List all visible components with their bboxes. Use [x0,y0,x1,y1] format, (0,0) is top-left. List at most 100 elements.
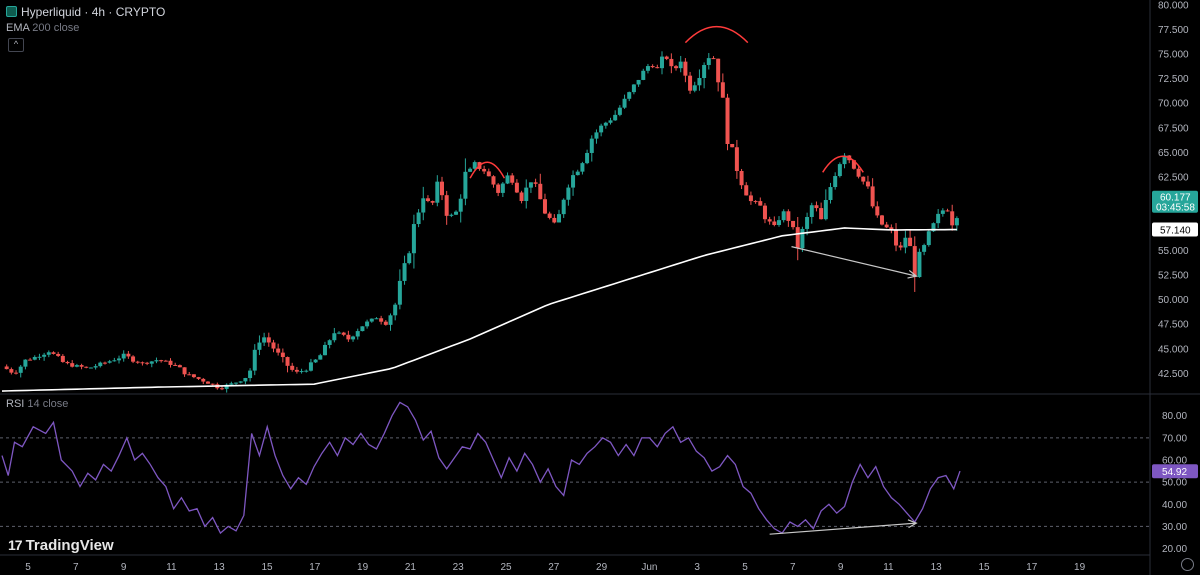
rsi-tick-label: 40.00 [1162,500,1187,511]
candle-body [608,120,613,123]
time-tick-label: 25 [500,562,512,573]
candle-body [851,160,856,169]
candle-body [617,107,622,115]
candle-body [374,318,379,320]
candle-body [571,175,576,188]
candle-body [135,361,140,363]
candle-body [908,237,913,247]
price-tick-label: 47.500 [1158,320,1189,331]
candle-body [856,168,861,177]
ema-legend[interactable]: EMA 200 close [6,22,79,34]
candle-body [903,237,908,248]
price-tick-label: 62.500 [1158,172,1189,183]
collapse-legend-button[interactable]: ^ [8,38,24,52]
time-tick-label: 19 [357,562,369,573]
rsi-label: RSI [6,398,25,410]
candle-body [285,357,290,366]
candle-body [828,187,833,200]
candle-body [360,326,365,332]
candle-body [861,176,866,182]
settings-gear-icon[interactable] [1181,558,1194,571]
candle-body [514,182,519,193]
candle-body [177,365,182,368]
candle-body [688,75,693,91]
tradingview-mark-icon: 17 [8,537,23,553]
rsi-tick-label: 70.00 [1162,433,1187,444]
time-tick-label: 9 [838,562,844,573]
time-tick-label: 7 [73,562,79,573]
price-divergence-arrow [791,246,917,277]
candle-body [561,199,566,215]
candle-body [112,360,117,362]
candle-body [463,171,468,199]
candle-body [795,227,800,249]
ema-value-tag [1152,222,1198,237]
tradingview-logo[interactable]: 17 TradingView [8,537,114,554]
rsi-tick-label: 50.00 [1162,478,1187,489]
candle-body [922,245,927,252]
candle-body [875,206,880,216]
candle-body [402,263,407,281]
candle-body [500,183,505,193]
candle-body [585,152,590,164]
candle-body [739,170,744,186]
candle-body [4,366,9,370]
candle-body [369,318,374,322]
candle-body [449,214,454,216]
candle-body [706,58,711,66]
candle-body [603,122,608,126]
time-tick-label: 3 [694,562,700,573]
candle-body [276,348,281,353]
time-tick-label: 7 [790,562,796,573]
candle-body [219,388,224,390]
candle-body [711,58,716,60]
candle-body [60,355,65,362]
candle-body [201,378,206,382]
candle-body [669,58,674,67]
candle-body [926,231,931,246]
candle-body [575,171,580,176]
candle-body [702,65,707,78]
candle-body [70,363,75,367]
candle-body [65,361,70,364]
candle-body [678,61,683,69]
candle-body [936,213,941,224]
candle-body [346,334,351,340]
candle-body [491,176,496,185]
rsi-params: 14 close [27,398,69,410]
rsi-divergence-arrow [769,522,917,535]
time-tick-label: 23 [453,562,465,573]
candle-body [248,370,253,379]
candle-body [379,318,384,322]
candle-body [912,246,917,278]
candle-body [734,147,739,171]
candle-body [468,168,473,172]
rsi-divergence-arrow-head [907,519,918,529]
candle-body [762,205,767,220]
candle-body [809,205,814,217]
candle-body [337,332,342,334]
candle-body [566,187,571,200]
time-tick-label: 5 [742,562,748,573]
candle-body [102,362,107,364]
candle-body [777,220,782,226]
price-tick-label: 45.000 [1158,344,1189,355]
price-divergence-arrow-head [907,269,918,279]
candle-body [224,384,229,389]
candle-body [74,365,79,367]
candle-body [744,185,749,196]
candle-body [823,199,828,220]
candle-body [98,362,103,367]
candle-body [121,353,126,359]
candle-body [411,224,416,254]
candle-body [444,195,449,216]
candle-body [917,251,922,278]
rsi-tick-label: 30.00 [1162,522,1187,533]
candle-body [435,181,440,203]
rsi-legend[interactable]: RSI 14 close [6,398,68,410]
candle-body [833,176,838,188]
candle-body [496,184,501,193]
rsi-tick-label: 20.00 [1162,544,1187,555]
candle-body [187,374,192,376]
